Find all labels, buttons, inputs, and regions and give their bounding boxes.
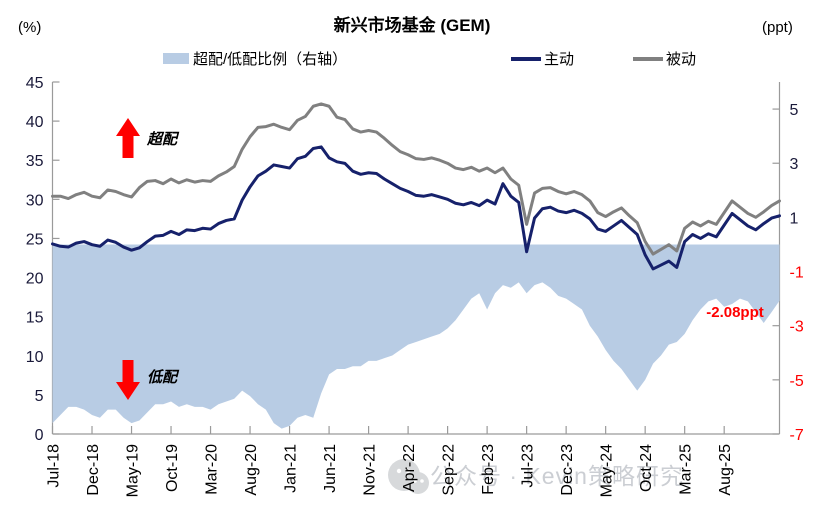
wechat-dot	[420, 479, 424, 483]
annotation-underweight: 低配	[116, 360, 180, 400]
watermark: 公众号 · Kevin策略研究	[388, 459, 684, 494]
x-tick-label: Aug-25	[717, 444, 734, 496]
right-tick-label: -1	[790, 265, 804, 282]
x-tick-label: Sep-22	[441, 444, 458, 496]
right-tick-label: -5	[790, 373, 804, 390]
legend-label-active: 主动	[544, 51, 574, 68]
up-arrow-icon	[116, 118, 140, 158]
legend-label-area: 超配/低配比例（右轴）	[193, 51, 347, 68]
legend-swatch-area	[163, 53, 189, 64]
left-tick-label: 15	[26, 310, 44, 327]
legend-label-passive: 被动	[666, 51, 696, 68]
right-tick-label: -3	[790, 319, 804, 336]
x-tick-label: May-24	[599, 444, 616, 497]
x-tick-label: Jun-21	[322, 444, 339, 493]
x-tick-label: Jul-18	[46, 444, 63, 488]
left-tick-label: 5	[35, 388, 44, 405]
right-tick-label: 5	[790, 102, 799, 119]
left-tick-label: 30	[26, 192, 44, 209]
left-axis-ticks: 0 5 10 15 20 25 30 35 40 45	[26, 75, 60, 444]
x-tick-label: Oct-19	[164, 444, 181, 492]
right-axis-ticks: -7 -5 -3 -1 1 3 5	[772, 102, 804, 444]
wechat-dot	[413, 479, 417, 483]
chart-legend: 超配/低配比例（右轴） 主动 被动	[163, 51, 696, 68]
down-arrow-icon	[116, 360, 140, 400]
line-series-passive	[51, 102, 781, 256]
left-tick-label: 35	[26, 153, 44, 170]
x-tick-label: Jul-23	[520, 444, 537, 488]
wechat-logo-icon-secondary	[407, 472, 429, 494]
plot-series	[51, 102, 781, 429]
left-axis-unit: (%)	[18, 19, 41, 36]
left-tick-label: 0	[35, 427, 44, 444]
x-tick-label: Feb-23	[480, 444, 497, 495]
annotation-overweight: 超配	[116, 118, 180, 158]
left-tick-label: 40	[26, 114, 44, 131]
line-series-active	[51, 145, 781, 271]
left-tick-label: 20	[26, 271, 44, 288]
watermark-text: 公众号 · Kevin策略研究	[430, 463, 684, 489]
left-tick-label: 10	[26, 349, 44, 366]
x-tick-label: May-19	[125, 444, 142, 497]
underweight-label: 低配	[147, 369, 180, 386]
page-title: 新兴市场基金 (GEM)	[334, 15, 491, 35]
x-tick-label: Aug-20	[243, 444, 260, 496]
right-tick-label: -7	[790, 427, 804, 444]
left-tick-label: 45	[26, 75, 44, 92]
x-tick-label: Dec-18	[85, 444, 102, 496]
last-value-label: -2.08ppt	[706, 304, 764, 321]
right-axis-unit: (ppt)	[762, 19, 793, 36]
right-tick-label: 3	[790, 156, 799, 173]
area-series-over-underweight	[52, 244, 780, 429]
wechat-dot	[405, 468, 411, 474]
x-tick-label: Nov-21	[362, 444, 379, 496]
x-tick-label: Mar-20	[204, 444, 221, 495]
x-tick-label: Mar-25	[678, 444, 695, 495]
right-tick-label: 1	[790, 210, 799, 227]
left-tick-label: 25	[26, 231, 44, 248]
x-tick-label: Jan-21	[283, 444, 300, 493]
x-axis-ticks: Jul-18 Dec-18 May-19 Oct-19 Mar-20 Aug-20 Jan-…	[46, 426, 734, 497]
x-tick-label: Dec-23	[559, 444, 576, 496]
x-tick-label: Apr-22	[401, 444, 418, 492]
wechat-dot	[396, 468, 402, 474]
x-tick-label: Oct-24	[638, 444, 655, 492]
overweight-label: 超配	[146, 131, 180, 148]
